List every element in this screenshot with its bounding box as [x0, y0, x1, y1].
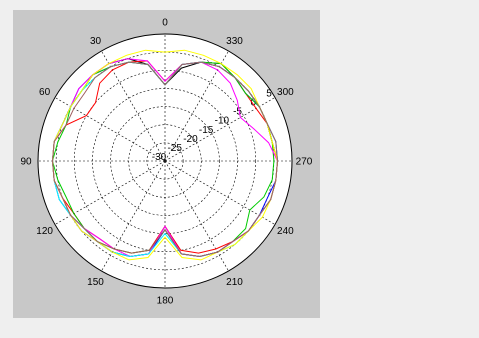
angle-tick-label: 270	[296, 157, 313, 168]
angle-tick-label: 120	[36, 226, 53, 237]
angle-tick-label: 90	[20, 157, 32, 168]
angle-tick-label: 150	[87, 277, 104, 288]
radial-tick-label: -15	[199, 125, 214, 136]
radial-tick-label: -10	[215, 116, 230, 127]
radial-gridline	[73, 69, 257, 253]
angle-tick-label: 60	[39, 87, 51, 98]
figure-panel: 0 30 60 90 120 150 180 210 240 270 300 330 5 0 -5 -10 -1…	[13, 10, 320, 318]
polar-outer-ring	[37, 33, 293, 289]
radial-tick-label: 5	[266, 89, 272, 100]
radial-tick-label: -5	[233, 107, 242, 118]
polar-chart: 030609012015018021024027030033050-5-10-1…	[20, 18, 313, 307]
radial-gridline	[110, 106, 220, 216]
angle-tick-label: 180	[157, 296, 174, 307]
radial-tick-label: -20	[183, 134, 198, 145]
angle-tick-label: 300	[277, 87, 294, 98]
angle-tick-label: 240	[277, 226, 294, 237]
angular-gridline	[101, 50, 166, 162]
angle-tick-label: 210	[226, 277, 243, 288]
angular-gridline	[164, 160, 276, 225]
angular-gridline	[101, 160, 166, 272]
radial-tick-label: -25	[167, 143, 182, 154]
radial-tick-label: -30	[152, 152, 167, 163]
angular-gridline	[164, 160, 229, 272]
angle-tick-label: 30	[90, 36, 102, 47]
radial-tick-label: 0	[250, 98, 256, 109]
angular-gridline	[164, 50, 229, 162]
angle-tick-label: 330	[226, 36, 243, 47]
angle-tick-label: 0	[162, 18, 168, 29]
radial-gridline	[146, 142, 184, 180]
angular-gridline	[54, 97, 166, 162]
angular-gridline	[164, 97, 276, 162]
series-line	[51, 61, 279, 258]
angular-gridline	[54, 160, 166, 225]
